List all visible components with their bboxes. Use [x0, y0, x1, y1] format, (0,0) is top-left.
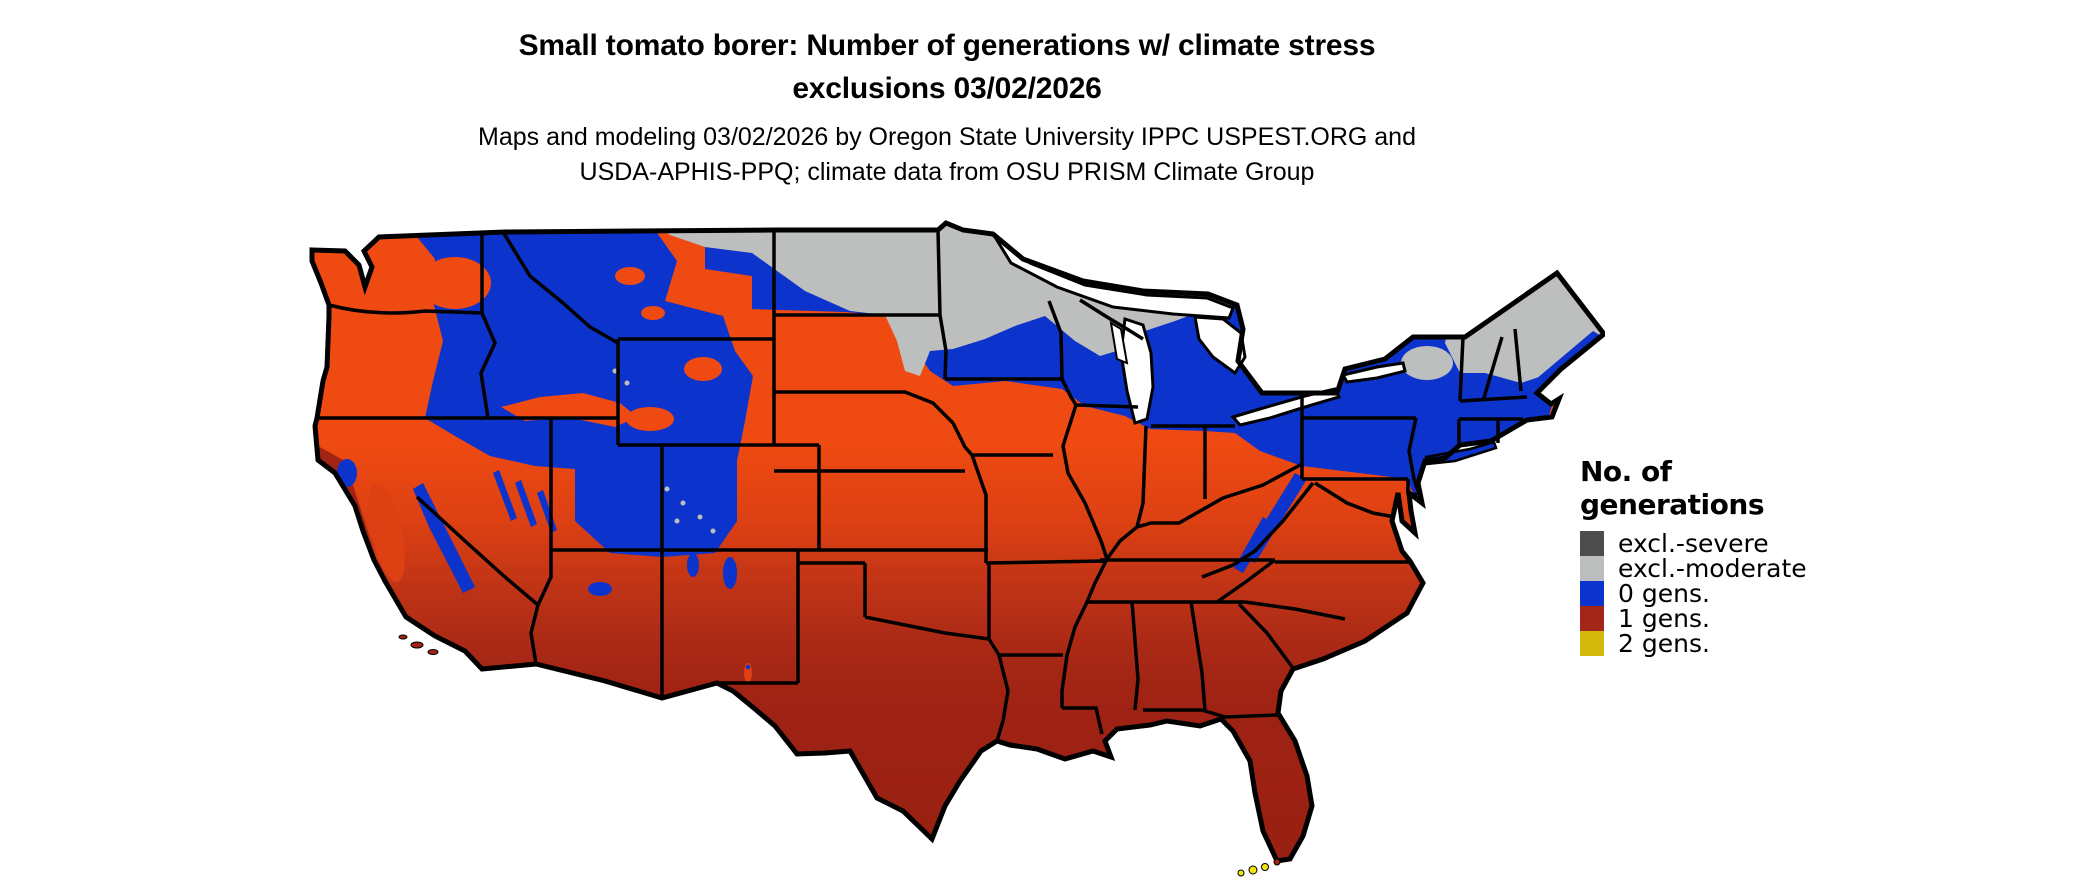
map-title-line2: exclusions 03/02/2026: [792, 72, 1102, 105]
legend-swatch-2-gens: [1580, 631, 1604, 656]
nevada-ridge-blue-strip: [493, 470, 517, 521]
sierra-nevada-blue-strip: [413, 483, 475, 593]
green-bay-shape: [1109, 321, 1129, 365]
adirondacks-exclusion-region: [1401, 346, 1453, 380]
legend-swatch-0-gens: [1580, 581, 1604, 606]
legend-label-0-gens: 0 gens.: [1618, 579, 1710, 608]
lake-michigan-shape: [1119, 316, 1155, 425]
mogollon-rim-blue-patch: [588, 582, 612, 596]
legend-swatch-excl-severe: [1580, 531, 1604, 556]
bighorn-basin-orange-patch: [684, 357, 722, 381]
lake-erie-shape: [1230, 387, 1342, 427]
state-borders: [318, 229, 1528, 742]
map-subtitle-line1: Maps and modeling 03/02/2026 by Oregon S…: [478, 123, 1416, 151]
guadalupe-mtns-blue-dot: [745, 664, 751, 670]
nevada-ridge-blue-strip2: [515, 480, 537, 527]
map-subtitle: Maps and modeling 03/02/2026 by Oregon S…: [0, 120, 1894, 190]
legend: No. of generations excl.-severe excl.-mo…: [1580, 455, 1880, 656]
northern-new-england-exclusion-region: [1445, 269, 1604, 383]
san-juan-blue-patch: [687, 553, 699, 577]
central-valley-orange-region: [369, 483, 405, 583]
lake-ontario-shape: [1340, 361, 1407, 384]
legend-row-excl-severe: excl.-severe: [1580, 531, 1880, 556]
green-river-basin-orange-patch: [626, 407, 674, 431]
legend-title: No. of generations: [1580, 455, 1880, 521]
conus-map-figure: [305, 220, 1605, 892]
great-lakes: [993, 235, 1407, 427]
map-title: Small tomato borer: Number of generation…: [0, 24, 1894, 110]
legend-row-excl-moderate: excl.-moderate: [1580, 556, 1880, 581]
legend-label-2-gens: 2 gens.: [1618, 629, 1710, 658]
montana-valley-orange-patch2: [641, 306, 665, 320]
conus-map-svg: [305, 220, 1605, 877]
legend-title-line1: No. of: [1580, 455, 1672, 488]
legend-row-2-gens: 2 gens.: [1580, 631, 1880, 656]
channel-islands-dots: [398, 634, 439, 655]
legend-items: excl.-severe excl.-moderate 0 gens. 1 ge…: [1580, 531, 1880, 656]
columbia-basin-orange-patch: [419, 257, 491, 309]
legend-label-1-gens: 1 gens.: [1618, 604, 1710, 633]
guadalupe-mtns-orange-streak: [744, 663, 752, 683]
map-subtitle-line2: USDA-APHIS-PPQ; climate data from OSU PR…: [579, 158, 1315, 186]
mountain-west-zero-gens-region: [400, 223, 753, 557]
legend-swatch-1-gens: [1580, 606, 1604, 631]
sangre-de-cristo-blue-patch: [723, 557, 737, 589]
legend-label-excl-moderate: excl.-moderate: [1618, 554, 1807, 583]
florida-keys-dots: [1237, 858, 1281, 877]
legend-title-line2: generations: [1580, 488, 1764, 521]
lake-superior-shape: [993, 235, 1235, 320]
legend-row-1-gens: 1 gens.: [1580, 606, 1880, 631]
montana-valley-orange-patch: [615, 267, 645, 285]
map-title-line1: Small tomato borer: Number of generation…: [518, 29, 1376, 62]
legend-swatch-excl-moderate: [1580, 556, 1604, 581]
legend-row-0-gens: 0 gens.: [1580, 581, 1880, 606]
legend-label-excl-severe: excl.-severe: [1618, 529, 1769, 558]
